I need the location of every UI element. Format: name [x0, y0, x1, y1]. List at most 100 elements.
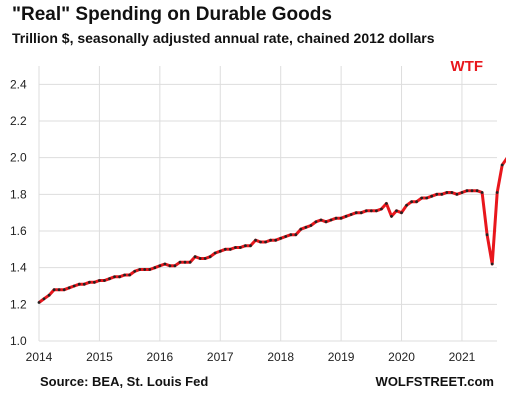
data-point — [203, 257, 207, 260]
data-point — [228, 247, 232, 251]
data-point — [113, 275, 116, 279]
data-point — [415, 200, 418, 204]
data-point — [188, 260, 192, 264]
grid — [38, 66, 497, 342]
data-point — [198, 257, 202, 260]
y-axis-ticks: 1.0 1.2 1.4 1.6 1.8 2.0 2.2 2.4 — [10, 77, 27, 348]
data-point — [344, 214, 348, 218]
x-axis-ticks: 2014 2015 2016 2017 2018 2019 2020 2021 — [26, 350, 476, 364]
data-point — [495, 191, 499, 194]
data-point — [289, 233, 293, 237]
data-point — [400, 211, 403, 215]
source-note: Source: BEA, St. Louis Fed — [40, 374, 209, 389]
data-point — [143, 268, 147, 271]
chart-title: "Real" Spending on Durable Goods — [12, 4, 332, 25]
y-tick-label: 2.4 — [10, 77, 27, 91]
data-point — [425, 196, 429, 200]
series-line — [38, 156, 506, 304]
y-tick-label: 1.4 — [10, 261, 27, 275]
data-point — [314, 220, 318, 224]
data-point — [304, 225, 308, 229]
data-point — [440, 192, 444, 196]
data-point — [249, 244, 252, 248]
data-point — [213, 251, 217, 255]
data-point — [123, 273, 126, 277]
data-point — [309, 224, 313, 227]
data-point — [324, 220, 328, 224]
chart-subtitle: Trillion $, seasonally adjusted annual r… — [12, 30, 435, 46]
data-point — [485, 233, 489, 237]
data-point — [77, 282, 81, 286]
x-tick-label: 2019 — [328, 350, 355, 364]
data-point — [244, 244, 247, 248]
data-point — [294, 233, 298, 237]
data-point — [118, 275, 121, 279]
data-point — [319, 218, 323, 222]
y-tick-label: 1.0 — [10, 334, 27, 348]
y-tick-label: 1.2 — [10, 297, 27, 311]
data-point — [62, 288, 66, 292]
data-point — [82, 282, 86, 286]
data-point — [103, 279, 106, 282]
data-point — [369, 209, 373, 213]
data-point — [385, 202, 388, 205]
data-point — [405, 203, 408, 207]
data-point — [359, 211, 363, 215]
data-point — [410, 200, 413, 204]
data-point — [349, 213, 353, 216]
data-point — [364, 209, 368, 213]
y-tick-label: 2.0 — [10, 151, 27, 165]
data-point — [98, 279, 101, 282]
data-point — [465, 189, 469, 193]
y-tick-label: 1.6 — [10, 224, 27, 238]
data-point — [254, 238, 257, 242]
data-point — [500, 163, 504, 167]
data-point — [42, 297, 46, 301]
data-point — [390, 214, 393, 218]
data-point — [269, 238, 272, 242]
data-point — [329, 218, 333, 222]
data-point — [163, 262, 167, 266]
y-tick-label: 2.2 — [10, 114, 27, 128]
x-tick-label: 2016 — [146, 350, 173, 364]
x-tick-label: 2015 — [86, 350, 113, 364]
data-point — [57, 288, 61, 292]
data-point — [274, 238, 278, 242]
data-point — [490, 262, 494, 266]
data-point — [445, 191, 449, 194]
data-point — [173, 264, 177, 268]
data-point — [354, 211, 358, 215]
data-point — [339, 216, 343, 220]
data-point — [375, 209, 378, 213]
data-point — [158, 264, 162, 268]
data-point — [380, 207, 383, 211]
data-point — [72, 284, 76, 288]
data-points — [37, 157, 506, 304]
x-tick-label: 2018 — [267, 350, 294, 364]
data-point — [133, 269, 137, 273]
data-point — [208, 255, 212, 259]
data-point — [430, 194, 434, 198]
data-point — [239, 246, 242, 249]
data-point — [470, 189, 474, 193]
site-credit: WOLFSTREET.com — [375, 374, 494, 389]
data-point — [108, 277, 111, 281]
data-point — [284, 235, 288, 238]
data-point — [234, 246, 237, 249]
x-tick-label: 2021 — [449, 350, 476, 364]
data-point — [93, 280, 96, 284]
data-point — [138, 268, 142, 271]
y-tick-label: 1.8 — [10, 187, 27, 201]
data-point — [178, 260, 182, 264]
x-tick-label: 2017 — [207, 350, 234, 364]
data-point — [395, 209, 398, 213]
data-point — [47, 293, 51, 297]
data-point — [455, 192, 459, 196]
data-point — [168, 264, 172, 268]
data-point — [218, 249, 222, 253]
data-point — [460, 191, 464, 194]
data-point — [475, 189, 479, 193]
data-point — [88, 280, 91, 284]
x-tick-label: 2014 — [26, 350, 53, 364]
data-point — [128, 273, 132, 277]
